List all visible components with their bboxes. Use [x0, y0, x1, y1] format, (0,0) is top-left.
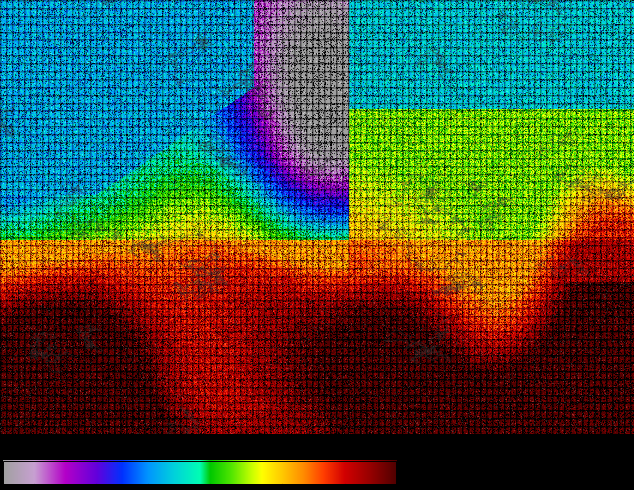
Text: Temperature (2m) [°C] ECMWF: Temperature (2m) [°C] ECMWF: [3, 438, 205, 451]
Text: Th 16-05-2024 18:00 UTC (18+24): Th 16-05-2024 18:00 UTC (18+24): [399, 438, 631, 451]
